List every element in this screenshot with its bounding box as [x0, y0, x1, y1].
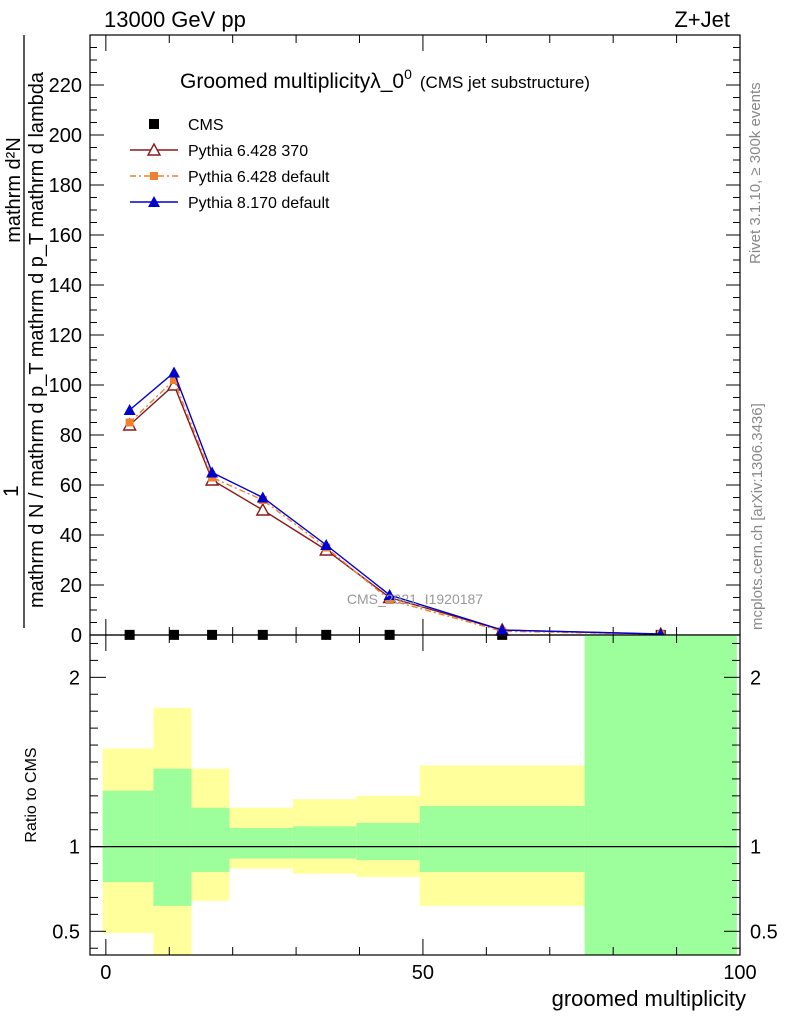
main-title: Groomed multiplicityλ_00 (CMS jet substru… — [180, 66, 590, 93]
y-label-prefix: 1 — [0, 485, 23, 497]
y-label-numerator: mathrm d²N — [3, 137, 25, 243]
ratio-band-inner — [584, 635, 737, 955]
data-point — [320, 539, 333, 550]
series-line — [129, 378, 661, 635]
main-y-tick-label: 80 — [60, 425, 82, 447]
legend-entry: Pythia 6.428 default — [130, 169, 330, 186]
main-y-tick-label: 60 — [60, 475, 82, 497]
legend-label: CMS — [188, 117, 224, 134]
legend-label: Pythia 6.428 default — [188, 169, 330, 186]
legend-label: Pythia 6.428 370 — [188, 143, 308, 160]
data-point — [206, 466, 219, 478]
data-point — [149, 119, 159, 129]
data-point — [170, 376, 179, 384]
x-tick-label: 50 — [412, 962, 434, 984]
rivet-label: Rivet 3.1.10, ≥ 300k events — [747, 82, 764, 264]
ratio-panel: 0.5 0.5 1 1 2 2 0 50 100 Ratio to CMS groomed m… — [23, 634, 778, 1011]
data-point — [496, 624, 509, 635]
ratio-y-tick-label: 0.5 — [52, 921, 80, 943]
data-point — [383, 589, 396, 600]
ratio-band-inner — [102, 790, 154, 883]
x-tick-label: 0 — [100, 962, 111, 984]
ratio-band-inner — [191, 807, 230, 873]
main-y-ticks: 0 20 40 60 80 100 120 140 160 180 200 220 — [49, 47, 740, 647]
main-y-tick-label: 140 — [49, 275, 82, 297]
ratio-band-inner — [356, 822, 420, 861]
data-point — [166, 377, 182, 391]
ratio-band-inner — [292, 826, 357, 859]
main-y-tick-label: 120 — [49, 325, 82, 347]
title-note: (CMS jet substructure) — [420, 73, 590, 92]
main-y-tick-label: 0 — [71, 625, 82, 647]
legend-entry: CMS — [149, 117, 224, 134]
title-superscript: 0 — [404, 66, 412, 82]
x-tick-label: 100 — [723, 962, 756, 984]
data-point — [256, 491, 269, 503]
ratio-y-label: Ratio to CMS — [23, 747, 40, 842]
main-x-ticks — [105, 35, 741, 635]
header-process: Z+Jet — [674, 7, 730, 32]
y-label-denominator: mathrm d N / mathrm d p_T mathrm d p_T m… — [26, 71, 48, 608]
mcplots-label: mcplots.cern.ch [arXiv:1306.3436] — [749, 403, 766, 630]
data-point — [146, 142, 162, 156]
watermark: CMS_2021_I1920187 — [347, 591, 483, 607]
ratio-y-tick-label-right: 1 — [750, 837, 761, 859]
x-axis-label: groomed multiplicity — [552, 986, 746, 1011]
main-y-tick-label: 40 — [60, 525, 82, 547]
series-3 — [123, 366, 667, 639]
ratio-y-tick-label-right: 2 — [750, 667, 761, 689]
header-energy: 13000 GeV pp — [104, 7, 246, 32]
main-y-tick-label: 180 — [49, 175, 82, 197]
ratio-frame — [89, 634, 741, 956]
data-point — [168, 366, 181, 378]
main-y-tick-label: 160 — [49, 225, 82, 247]
legend-label: Pythia 8.170 default — [188, 195, 330, 212]
data-point — [150, 172, 158, 180]
main-y-tick-label: 20 — [60, 575, 82, 597]
data-point — [255, 502, 270, 516]
series-line — [129, 371, 661, 635]
main-panel: 0 20 40 60 80 100 120 140 160 180 200 220 Groomed m… — [0, 34, 741, 647]
ratio-bands — [102, 635, 737, 955]
ratio-x-ticks: 0 50 100 — [100, 635, 757, 984]
ratio-y-tick-label: 1 — [69, 837, 80, 859]
main-y-tick-label: 100 — [49, 375, 82, 397]
ratio-y-ticks: 0.5 0.5 1 1 2 2 — [52, 642, 778, 949]
ratio-y-tick-label: 2 — [69, 667, 80, 689]
legend-entry: Pythia 6.428 370 — [130, 142, 308, 160]
data-point — [125, 418, 134, 427]
title-main: Groomed multiplicityλ_0 — [180, 70, 404, 93]
main-y-tick-label: 220 — [49, 75, 82, 97]
data-point — [148, 196, 160, 207]
data-point — [123, 404, 136, 415]
ratio-y-tick-label-right: 0.5 — [750, 921, 778, 943]
ratio-band-inner — [229, 828, 293, 859]
legend: CMS Pythia 6.428 370 Pythia 6.428 default P… — [130, 117, 330, 212]
ratio-band-inner — [153, 768, 192, 906]
legend-entry: Pythia 8.170 default — [130, 195, 330, 212]
main-y-tick-label: 200 — [49, 125, 82, 147]
ratio-band-inner — [419, 806, 585, 873]
